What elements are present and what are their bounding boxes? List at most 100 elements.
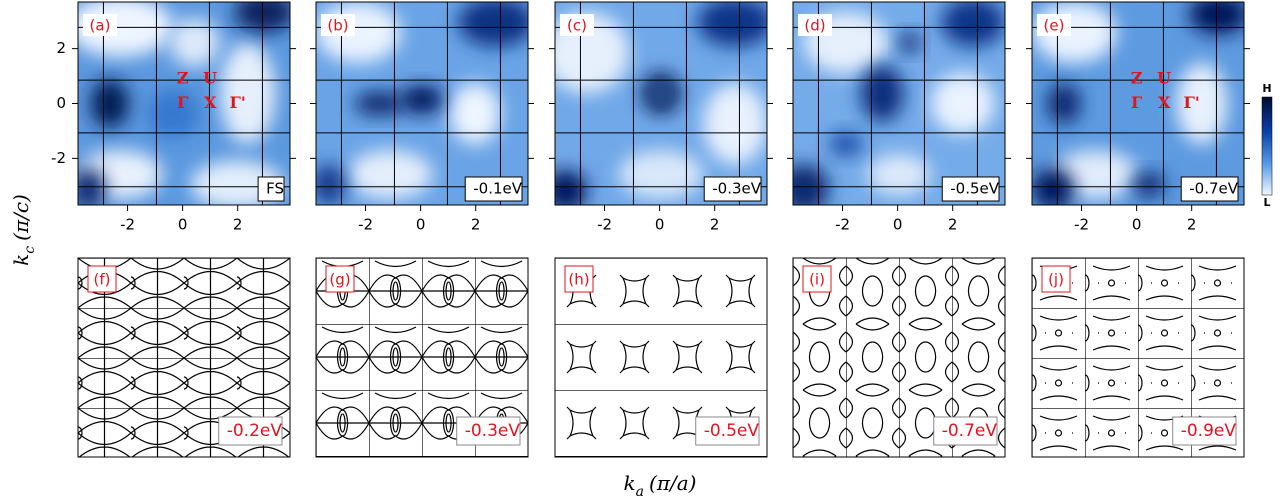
panel-label-box [560,14,594,36]
energy-label-box [464,176,523,202]
panel-label: (c) [567,17,587,35]
panel-label: (a) [90,17,111,35]
intensity-region [703,83,767,165]
intensity-region [147,89,199,139]
intensity-region [1046,83,1081,124]
colorbar-low: L [1263,196,1270,209]
energy-label: -0.3eV [712,180,761,198]
x-tick-label: 2 [948,216,958,234]
intensity-region [354,91,406,116]
intensity-region [347,150,433,199]
symmetry-point: X [1158,93,1171,112]
x-tick-label: 0 [893,216,903,234]
colorbar-high: H [1262,82,1271,95]
y-tick-label: 0 [56,94,66,112]
panel-label-box [564,265,594,293]
symmetry-point: Γ' [1184,93,1200,112]
panel-label-box [321,14,355,36]
symmetry-point: Γ [177,93,189,112]
symmetry-point: Γ [1131,93,1143,112]
colorbar [1261,96,1273,196]
intensity-region [555,170,587,205]
arpes-map [316,2,528,205]
x-tick-label: 0 [178,216,188,234]
energy-label: FS [266,180,284,198]
intensity-region [169,18,221,67]
panel-label: (f) [94,271,111,289]
intensity-region [78,168,106,205]
symmetry-point: X [204,93,217,112]
intensity-region [867,154,931,195]
energy-label-box [456,416,521,446]
panel-label: (h) [568,271,589,289]
panel-label: (i) [809,271,825,289]
intensity-region [220,42,276,145]
intensity-region [1032,168,1075,205]
intensity-region [652,85,670,102]
energy-label: -0.3eV [465,421,521,441]
energy-label-box [1172,416,1237,446]
symmetry-point: Z [1131,68,1143,87]
energy-label-box [257,176,285,202]
panel-label-box [802,265,832,293]
panel-label-box [1037,14,1071,36]
axis-label: ka (π/a) [624,471,697,499]
symmetry-point: U [1157,68,1171,87]
intensity-region [316,164,346,205]
panel-label: (j) [1048,271,1064,289]
symmetry-point: U [203,68,217,87]
panel-label: (e) [1044,17,1065,35]
panel-label-box [798,14,832,36]
symmetry-point: Γ' [230,93,246,112]
axis-label-subscript: c [22,246,38,254]
intensity-region [1131,172,1166,197]
panel-label-box [87,265,117,293]
intensity-region [618,150,704,199]
intensity-region [941,2,1005,47]
axis-label-unit: (π/c) [9,194,33,241]
energy-label-box [218,416,283,446]
arpes-map [555,2,767,205]
axis-label-symbol: k [9,254,33,266]
intensity-region [449,83,501,145]
symmetry-point: Z [177,68,189,87]
panel-label-box [325,265,355,293]
x-tick-label: -2 [597,216,612,234]
panel-label: (b) [327,17,348,35]
energy-label-box [703,176,762,202]
x-tick-label: 2 [710,216,720,234]
x-tick-label: -2 [1074,216,1089,234]
intensity-region [400,85,444,114]
intensity-region [829,131,863,157]
energy-label-box [933,416,998,446]
panel-label: (d) [804,17,825,35]
intensity-region [930,73,995,134]
x-tick-label: 0 [655,216,665,234]
energy-label: -0.2eV [227,421,283,441]
x-tick-label: -2 [358,216,373,234]
intensity-region [793,164,830,205]
x-tick-label: 2 [471,216,481,234]
panel-label-box [1041,265,1071,293]
intensity-region [458,2,528,47]
x-tick-label: 0 [416,216,426,234]
intensity-region [860,64,904,122]
energy-label: -0.1eV [473,180,522,198]
axis-label-symbol: k [624,471,636,495]
x-tick-label: -2 [120,216,135,234]
x-tick-label: 2 [1187,216,1197,234]
axis-label-unit: (π/a) [649,471,696,495]
x-tick-label: -2 [835,216,850,234]
energy-label-box [941,176,1000,202]
energy-label: -0.5eV [950,180,999,198]
energy-label-box [1180,176,1239,202]
x-tick-label: 2 [233,216,243,234]
energy-label: -0.9eV [1181,421,1237,441]
intensity-region [1176,62,1228,145]
energy-label-box [695,416,760,446]
y-tick-label: -2 [51,149,66,167]
y-tick-label: 2 [56,39,66,57]
panel-label: (g) [329,271,350,289]
energy-label: -0.5eV [704,421,760,441]
panel-label-box [83,14,117,36]
